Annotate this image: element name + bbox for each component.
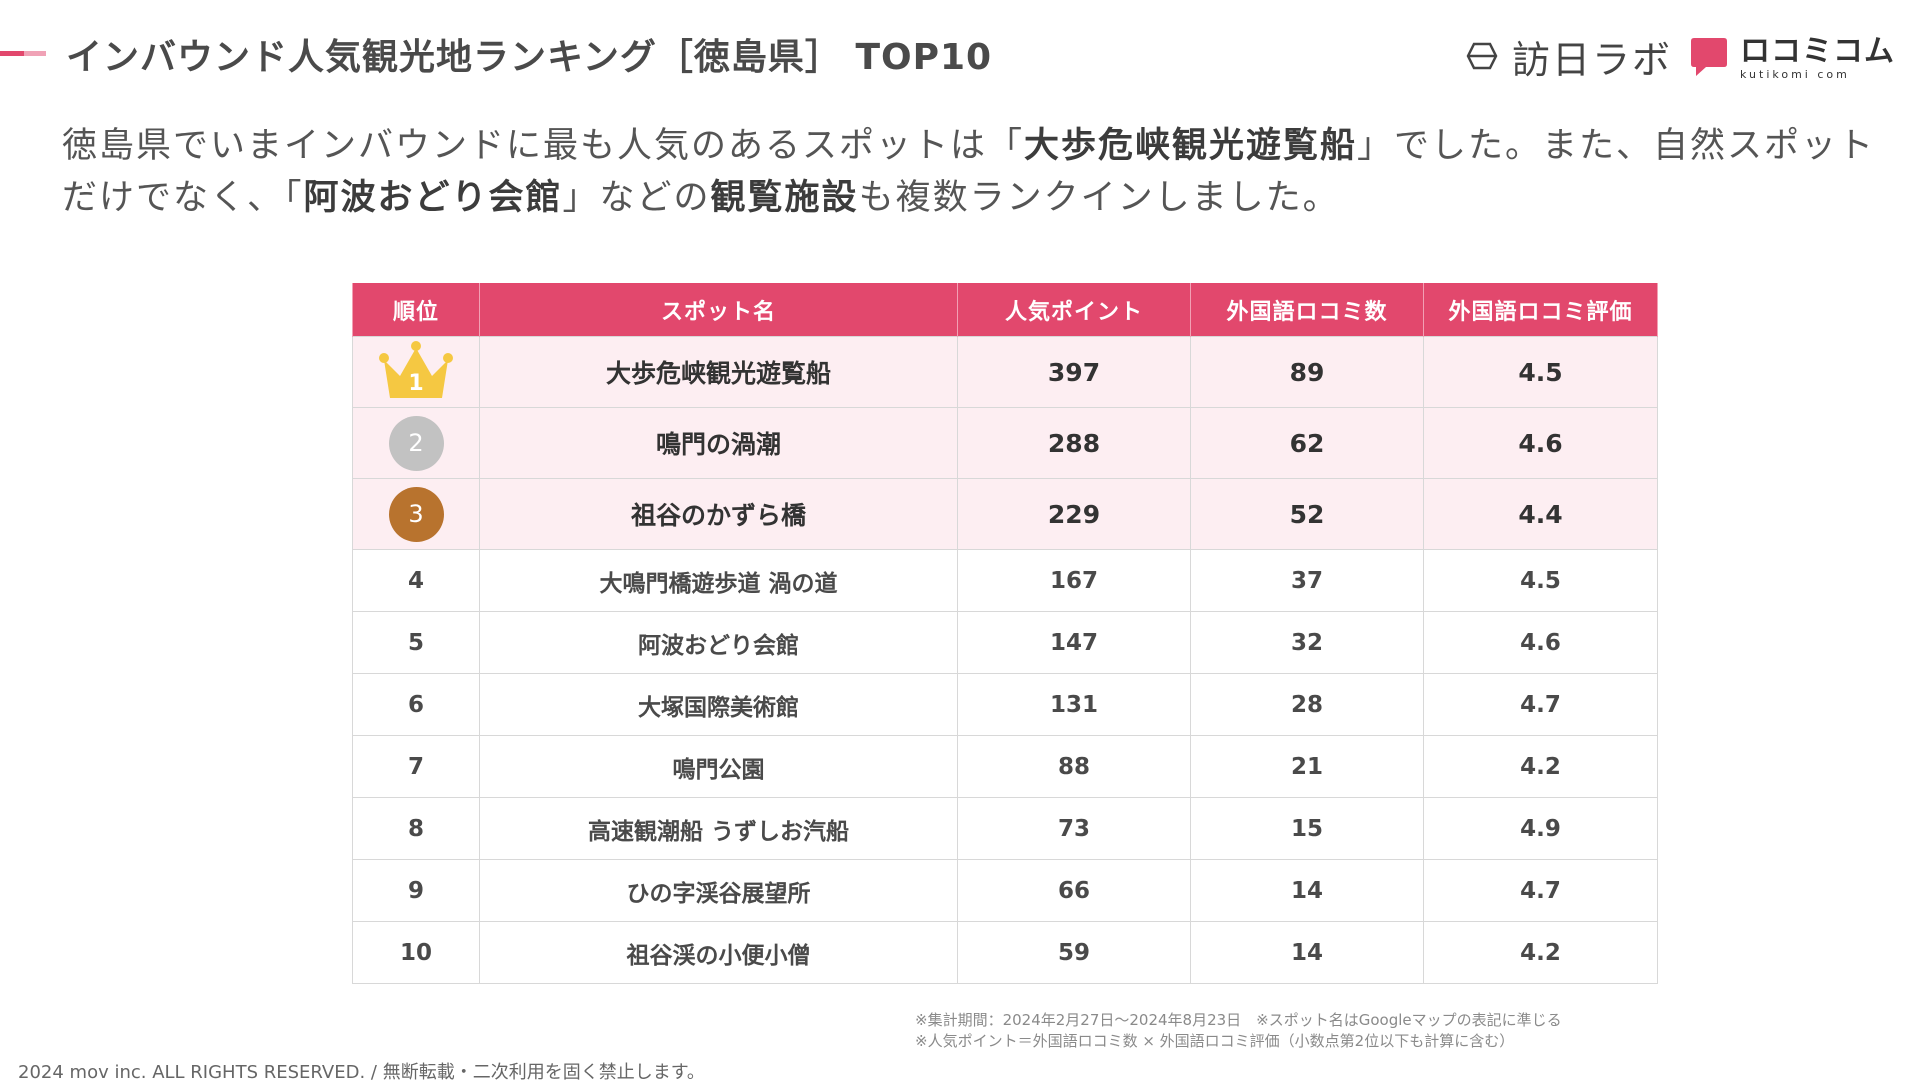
crown-icon: 1 [379, 341, 453, 398]
points-cell: 397 [957, 336, 1191, 408]
review-count-cell: 32 [1190, 611, 1424, 674]
review-count-cell: 14 [1190, 921, 1424, 984]
rank-cell: 1 [352, 336, 480, 408]
rank-cell: 4 [352, 549, 480, 612]
rank-cell: 5 [352, 611, 480, 674]
table-row: 9 ひの字渓谷展望所 66 14 4.7 [352, 859, 1658, 922]
review-count-cell: 62 [1190, 407, 1424, 479]
header-review-rating: 外国語ロコミ評価 [1423, 283, 1658, 337]
points-cell: 88 [957, 735, 1191, 798]
footnote-formula: ※人気ポイント＝外国語ロコミ数 × 外国語ロコミ評価（小数点第2位以下も計算に含… [915, 1032, 1515, 1050]
spot-name-cell: 大塚国際美術館 [479, 673, 958, 736]
table-row: 4 大鳴門橋遊歩道 渦の道 167 37 4.5 [352, 549, 1658, 612]
table-row: 1 大歩危峡観光遊覧船 397 89 4.5 [352, 336, 1658, 408]
header-review-count: 外国語ロコミ数 [1190, 283, 1424, 337]
table-row: 6 大塚国際美術館 131 28 4.7 [352, 673, 1658, 736]
review-count-cell: 21 [1190, 735, 1424, 798]
points-cell: 229 [957, 478, 1191, 550]
rank-cell: 10 [352, 921, 480, 984]
table-header-row: 順位 スポット名 人気ポイント 外国語ロコミ数 外国語ロコミ評価 [352, 283, 1658, 337]
kutikomi-logo: ロコミコム kutikomi com [1690, 36, 1895, 84]
page-title: インバウンド人気観光地ランキング［徳島県］ TOP10 [66, 37, 993, 78]
table-row: 5 阿波おどり会館 147 32 4.6 [352, 611, 1658, 674]
header-rank: 順位 [352, 283, 480, 337]
review-rating-cell: 4.2 [1423, 735, 1658, 798]
header-points: 人気ポイント [957, 283, 1191, 337]
kutikomi-logo-text: ロコミコム [1740, 34, 1895, 69]
spot-name-cell: 高速観潮船 うずしお汽船 [479, 797, 958, 860]
points-cell: 131 [957, 673, 1191, 736]
review-rating-cell: 4.7 [1423, 859, 1658, 922]
rank-cell: 9 [352, 859, 480, 922]
spot-name-cell: ひの字渓谷展望所 [479, 859, 958, 922]
spot-name-cell: 大鳴門橋遊歩道 渦の道 [479, 549, 958, 612]
footnote-period: ※集計期間：2024年2月27日〜2024年8月23日 ※スポット名はGoogl… [915, 1011, 1562, 1029]
copyright-text: 2024 mov inc. ALL RIGHTS RESERVED. / 無断転… [18, 1062, 705, 1083]
silver-medal-icon: 2 [388, 415, 444, 471]
lead-text: も複数ランクインしました。 [858, 178, 1340, 218]
points-cell: 73 [957, 797, 1191, 860]
table-row: 2 鳴門の渦潮 288 62 4.6 [352, 407, 1658, 479]
rank-cell: 6 [352, 673, 480, 736]
spot-name-cell: 祖谷のかずら橋 [479, 478, 958, 550]
spot-name-cell: 阿波おどり会館 [479, 611, 958, 674]
kutikomi-logo-domain: kutikomi com [1740, 68, 1850, 81]
points-cell: 66 [957, 859, 1191, 922]
review-rating-cell: 4.2 [1423, 921, 1658, 984]
points-cell: 147 [957, 611, 1191, 674]
rank-number: 1 [408, 371, 423, 396]
houjin-labo-logo: 訪日ラボ [1462, 34, 1672, 82]
houjin-labo-logo-icon [1466, 42, 1498, 70]
houjin-labo-logo-text: 訪日ラボ [1512, 37, 1673, 82]
table-row: 10 祖谷渓の小便小僧 59 14 4.2 [352, 921, 1658, 984]
review-rating-cell: 4.5 [1423, 549, 1658, 612]
review-count-cell: 37 [1190, 549, 1424, 612]
ranking-table: 順位 スポット名 人気ポイント 外国語ロコミ数 外国語ロコミ評価 1 大 [352, 283, 1658, 984]
points-cell: 288 [957, 407, 1191, 479]
lead-emphasis: 観覧施設 [710, 178, 859, 218]
rank-cell: 7 [352, 735, 480, 798]
review-rating-cell: 4.6 [1423, 407, 1658, 479]
spot-name-cell: 鳴門公園 [479, 735, 958, 798]
table-row: 8 高速観潮船 うずしお汽船 73 15 4.9 [352, 797, 1658, 860]
review-count-cell: 15 [1190, 797, 1424, 860]
spot-name-cell: 鳴門の渦潮 [479, 407, 958, 479]
lead-text: 」などの [562, 178, 711, 218]
spot-name-cell: 祖谷渓の小便小僧 [479, 921, 958, 984]
review-rating-cell: 4.9 [1423, 797, 1658, 860]
review-rating-cell: 4.5 [1423, 336, 1658, 408]
rank-cell: 3 [352, 478, 480, 550]
lead-emphasis: 阿波おどり会館 [303, 178, 563, 218]
footnotes: ※集計期間：2024年2月27日〜2024年8月23日 ※スポット名はGoogl… [915, 1010, 1562, 1052]
kutikomi-logo-icon [1691, 38, 1727, 76]
rank-cell: 2 [352, 407, 480, 479]
table-row: 7 鳴門公園 88 21 4.2 [352, 735, 1658, 798]
review-count-cell: 52 [1190, 478, 1424, 550]
lead-text: 徳島県でいまインバウンドに最も人気のあるスポットは「 [62, 126, 1025, 166]
lead-paragraph: 徳島県でいまインバウンドに最も人気のあるスポットは「大歩危峡観光遊覧船」でした。… [62, 120, 1882, 224]
bronze-medal-icon: 3 [388, 486, 444, 542]
spot-name-cell: 大歩危峡観光遊覧船 [479, 336, 958, 408]
review-count-cell: 14 [1190, 859, 1424, 922]
review-rating-cell: 4.4 [1423, 478, 1658, 550]
lead-text: 」でした。また、自然スポットだけでなく、「 [62, 126, 1876, 218]
review-rating-cell: 4.6 [1423, 611, 1658, 674]
review-rating-cell: 4.7 [1423, 673, 1658, 736]
points-cell: 59 [957, 921, 1191, 984]
points-cell: 167 [957, 549, 1191, 612]
review-count-cell: 89 [1190, 336, 1424, 408]
header-spot-name: スポット名 [479, 283, 958, 337]
table-row: 3 祖谷のかずら橋 229 52 4.4 [352, 478, 1658, 550]
rank-cell: 8 [352, 797, 480, 860]
lead-emphasis: 大歩危峡観光遊覧船 [1024, 126, 1358, 166]
title-accent-bar [0, 51, 46, 56]
review-count-cell: 28 [1190, 673, 1424, 736]
